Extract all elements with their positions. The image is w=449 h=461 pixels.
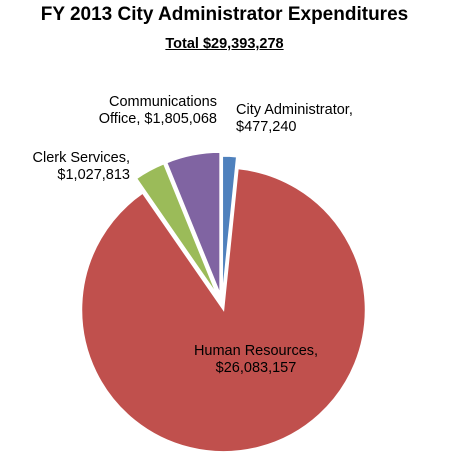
slice-label-city-administrator: City Administrator, $477,240 [236,102,353,135]
chart-subtitle: Total $29,393,278 [165,36,284,52]
pie-slice-human-resources [80,167,367,453]
chart-title: FY 2013 City Administrator Expenditures [40,4,409,25]
pie-slice-communications-office [165,151,221,295]
pie-slice-city-administrator [221,155,238,299]
slice-label-clerk-services: Clerk Services, $1,027,813 [33,150,131,183]
pie-slice-clerk-services [135,162,218,296]
slice-label-human-resources: Human Resources, $26,083,157 [194,343,318,376]
slice-label-communications-office: Communications Office, $1,805,068 [99,94,217,127]
